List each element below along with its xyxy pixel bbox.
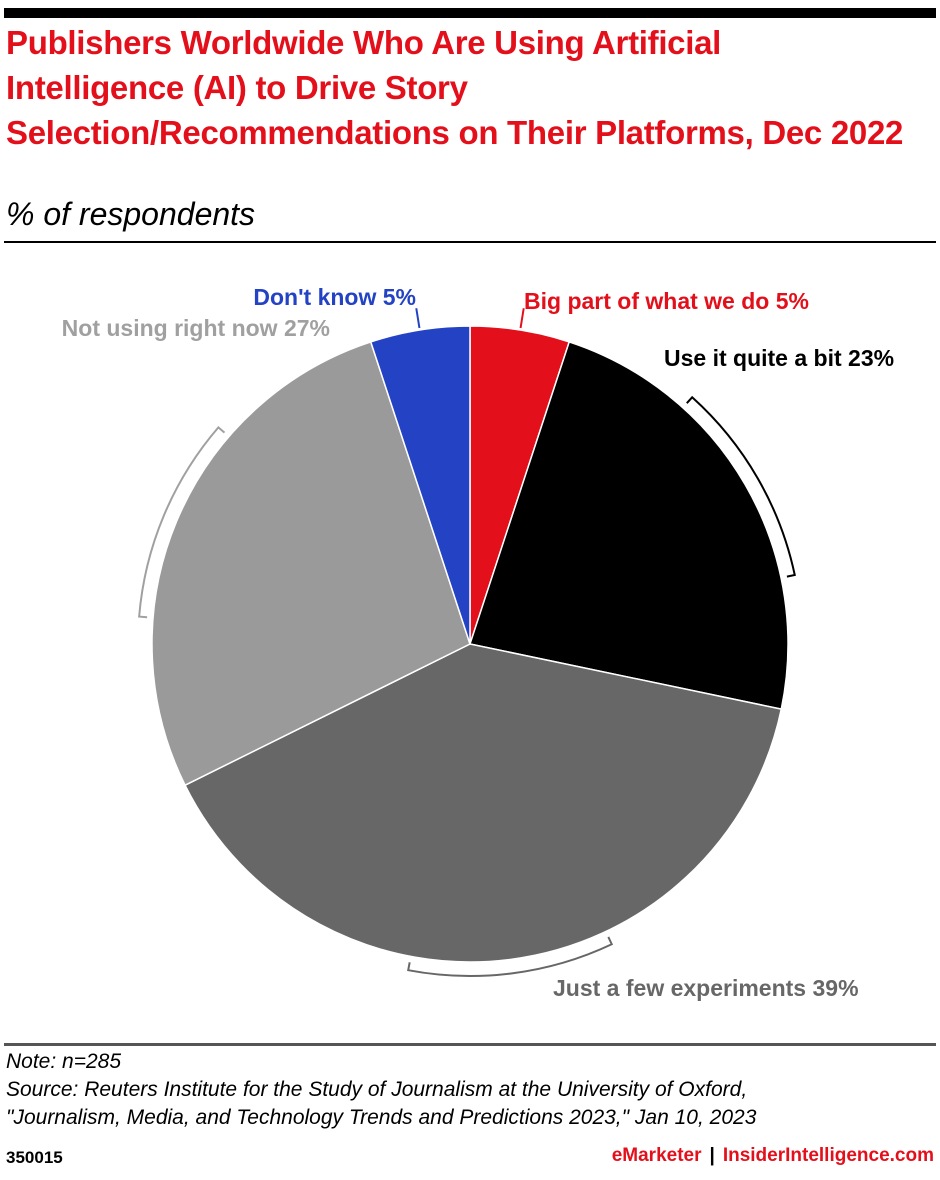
bracket-just-a-few-experiments — [407, 936, 614, 977]
top-rule — [4, 8, 936, 18]
chart-id: 350015 — [6, 1148, 63, 1167]
chart-title: Publishers Worldwide Who Are Using Artif… — [6, 24, 904, 151]
leader-line-big-part-of-what-we-do — [519, 308, 525, 329]
slice-label-big-part-of-what-we-do: Big part of what we do 5% — [524, 288, 809, 314]
brand-emarketer: eMarketer — [611, 1145, 702, 1166]
chart-subtitle: % of respondents — [6, 196, 256, 232]
title-divider — [4, 241, 936, 243]
pie-slice-not-using-right-now — [151, 340, 471, 787]
brand-separator: | — [709, 1145, 715, 1166]
brand-logo: eMarketer | InsiderIntelligence.com — [612, 1145, 934, 1167]
slice-label-just-a-few-experiments: Just a few experiments 39% — [553, 975, 859, 1001]
pie-slice-just-a-few-experiments — [184, 643, 783, 963]
note-text: Note: n=285 — [6, 1050, 122, 1073]
source-line-2: "Journalism, Media, and Technology Trend… — [6, 1106, 757, 1129]
bracket-not-using-right-now — [138, 425, 226, 619]
pie-slice-use-it-quite-a-bit — [469, 340, 789, 711]
leader-line-don-t-know — [415, 308, 421, 329]
slice-label-use-it-quite-a-bit: Use it quite a bit 23% — [664, 345, 894, 371]
pie-slice-don-t-know — [369, 325, 471, 645]
pie-chart: Big part of what we do 5% Use it quite a … — [62, 284, 894, 1001]
slice-label-don-t-know: Don't know 5% — [253, 284, 416, 310]
brand-insider-intelligence: InsiderIntelligence.com — [722, 1145, 934, 1166]
bracket-use-it-quite-a-bit — [686, 395, 796, 578]
footer-divider — [4, 1043, 936, 1046]
slice-label-not-using-right-now: Not using right now 27% — [62, 315, 330, 341]
source-line-1: Source: Reuters Institute for the Study … — [6, 1078, 748, 1101]
footnotes: Note: n=285 Source: Reuters Institute fo… — [6, 1048, 926, 1132]
